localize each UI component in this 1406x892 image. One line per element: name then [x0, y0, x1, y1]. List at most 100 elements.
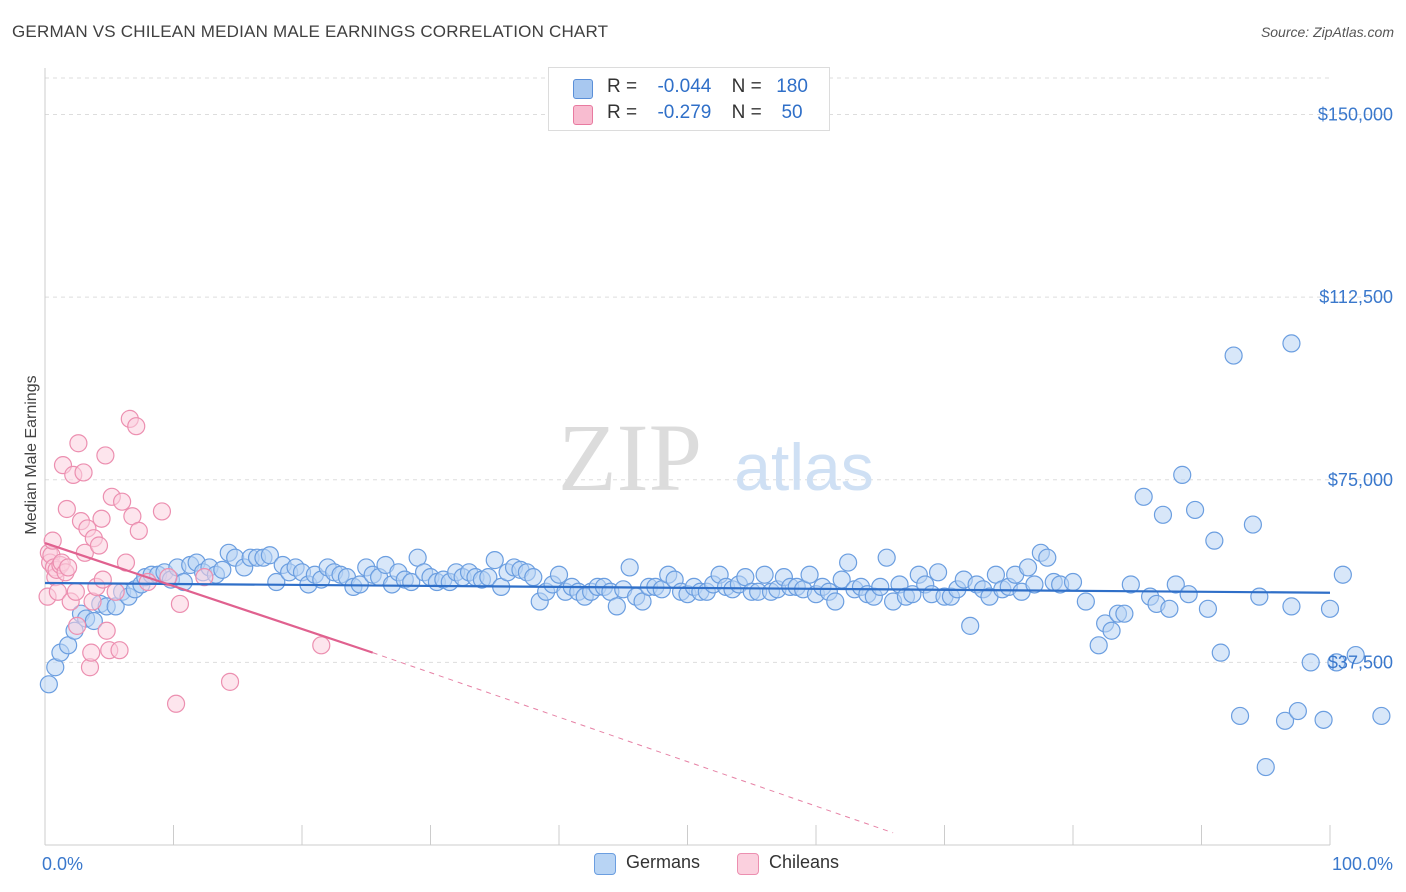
point-germans	[1288, 701, 1307, 721]
legend-swatch-chileans	[573, 105, 593, 125]
point-germans	[1134, 487, 1153, 506]
legend-swatch-germans	[594, 853, 616, 875]
point-chileans	[74, 463, 93, 482]
tick-labels: $37,500 $75,000 $112,500 $150,000 0.0% 100.0%	[42, 105, 1393, 874]
legend-label-germans: Germans	[626, 852, 701, 872]
point-germans	[1063, 572, 1083, 592]
source-label: Source: ZipAtlas.com	[1260, 24, 1394, 40]
data-points	[38, 334, 1391, 777]
point-germans	[1153, 505, 1173, 524]
point-germans	[1166, 575, 1185, 594]
legend-swatch-germans	[573, 79, 593, 99]
point-germans	[1224, 346, 1243, 365]
point-germans	[1115, 604, 1134, 623]
point-chileans	[89, 536, 109, 555]
point-chileans	[110, 641, 129, 660]
point-germans	[1179, 585, 1198, 604]
point-germans	[1256, 757, 1275, 777]
legend-r-label: R =	[607, 76, 638, 97]
point-germans	[1076, 592, 1095, 611]
point-germans	[1211, 643, 1230, 662]
point-germans	[524, 568, 543, 587]
point-germans	[1282, 597, 1301, 616]
point-chileans	[82, 643, 101, 662]
point-germans	[1230, 706, 1250, 726]
x-tick-label: 0.0%	[42, 854, 83, 874]
trend-line-germans	[44, 581, 1331, 594]
watermark: ZIP atlas	[558, 404, 874, 511]
point-chileans	[97, 621, 116, 640]
point-germans	[1185, 500, 1205, 520]
point-germans	[1275, 711, 1295, 730]
legend-r-value: -0.279	[657, 102, 712, 123]
point-germans	[961, 616, 980, 635]
point-chileans	[312, 636, 331, 655]
point-germans	[1327, 653, 1346, 672]
point-germans	[1346, 645, 1365, 665]
point-germans	[1320, 599, 1340, 618]
point-germans	[826, 592, 845, 611]
legend-label-chileans: Chileans	[769, 852, 840, 872]
point-germans	[607, 597, 626, 616]
axes	[44, 68, 1331, 846]
legend-swatch-chileans	[737, 853, 759, 875]
correlation-legend: R = -0.044 N = 180 R = -0.279 N = 50	[548, 67, 830, 131]
trend-extension-chileans	[372, 652, 894, 834]
legend-n-label: N =	[731, 102, 762, 123]
point-chileans	[129, 521, 148, 540]
y-tick-label: $150,000	[1318, 105, 1393, 125]
point-germans	[485, 551, 504, 570]
point-chileans	[195, 568, 214, 587]
point-chileans	[68, 616, 87, 635]
point-germans	[1173, 465, 1192, 484]
point-germans	[267, 572, 286, 592]
point-germans	[620, 558, 639, 577]
watermark-zip: ZIP	[558, 404, 702, 511]
point-germans	[1250, 587, 1269, 606]
point-germans	[549, 565, 569, 584]
point-germans	[1038, 548, 1057, 567]
point-germans	[1372, 706, 1391, 726]
chart-title: GERMAN VS CHILEAN MEDIAN MALE EARNINGS C…	[12, 22, 609, 41]
point-germans	[1089, 636, 1108, 655]
point-germans	[84, 611, 103, 631]
trend-lines	[44, 542, 1331, 834]
point-chileans	[106, 582, 125, 601]
point-germans	[839, 553, 858, 572]
trend-line-chileans	[44, 542, 374, 654]
point-germans	[877, 548, 896, 567]
point-chileans	[127, 417, 146, 436]
point-chileans	[220, 672, 240, 691]
point-chileans	[96, 446, 115, 465]
point-chileans	[159, 568, 178, 587]
y-tick-label: $75,000	[1328, 470, 1393, 490]
legend-r-label: R =	[607, 102, 638, 123]
point-chileans	[66, 582, 85, 601]
point-chileans	[170, 594, 190, 614]
point-germans	[800, 565, 819, 584]
watermark-atlas: atlas	[734, 430, 873, 504]
y-tick-label: $112,500	[1319, 287, 1393, 307]
point-germans	[213, 560, 232, 579]
point-chileans	[59, 558, 78, 577]
legend-n-value: 180	[776, 76, 808, 97]
point-chileans	[92, 509, 111, 528]
y-tick-label: $37,500	[1328, 652, 1393, 672]
point-germans	[1314, 710, 1333, 729]
point-germans	[1333, 565, 1352, 584]
point-germans	[1160, 599, 1179, 618]
point-chileans	[57, 499, 76, 519]
point-chileans	[112, 492, 132, 511]
point-germans	[928, 563, 948, 582]
legend-r-value: -0.044	[657, 76, 712, 97]
point-germans	[1243, 515, 1263, 534]
x-tick-label: 100.0%	[1332, 854, 1393, 874]
point-germans	[755, 565, 774, 584]
point-germans	[1102, 621, 1121, 640]
point-chileans	[152, 502, 172, 521]
point-germans	[1121, 575, 1140, 594]
point-germans	[260, 546, 279, 565]
legend-n-label: N =	[731, 76, 762, 97]
point-germans	[1205, 531, 1224, 550]
